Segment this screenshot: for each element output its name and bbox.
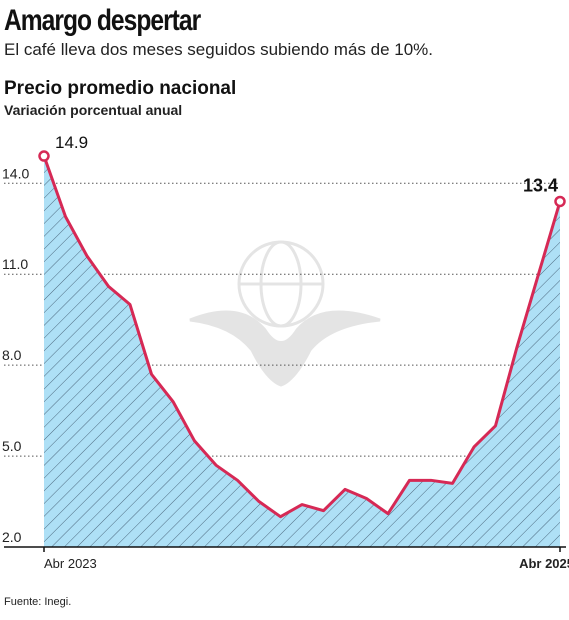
chart-title: Precio promedio nacional [4,78,237,99]
subheadline: El café lleva dos meses seguidos subiend… [4,40,434,59]
y-axis: 14.0 11.0 8.0 5.0 2.0 [2,165,29,545]
watermark-logo [189,240,381,387]
y-tick-label: 14.0 [2,165,29,181]
first-value-label: 14.9 [55,133,88,152]
source-note: Fuente: Inegi. [4,596,72,608]
endpoint-marker [554,195,566,208]
series-points [38,150,566,208]
endpoint-marker [38,150,50,162]
value-labels: 14.9 13.4 [55,133,558,195]
last-value-label: 13.4 [523,175,558,195]
x-tick-label: Abr 2025 [519,556,569,571]
chart-subtitle: Variación porcentual anual [4,102,183,118]
x-tick-label: Abr 2023 [44,556,97,571]
x-axis: Abr 2023 Abr 2025 [4,546,569,571]
headline: Amargo despertar [4,4,201,37]
series-line [42,155,562,519]
y-tick-label: 5.0 [2,438,22,454]
y-tick-label: 11.0 [2,256,28,272]
area-fill [44,156,560,547]
y-tick-label: 2.0 [2,529,22,545]
y-tick-label: 8.0 [2,347,22,363]
series-area [42,155,562,547]
